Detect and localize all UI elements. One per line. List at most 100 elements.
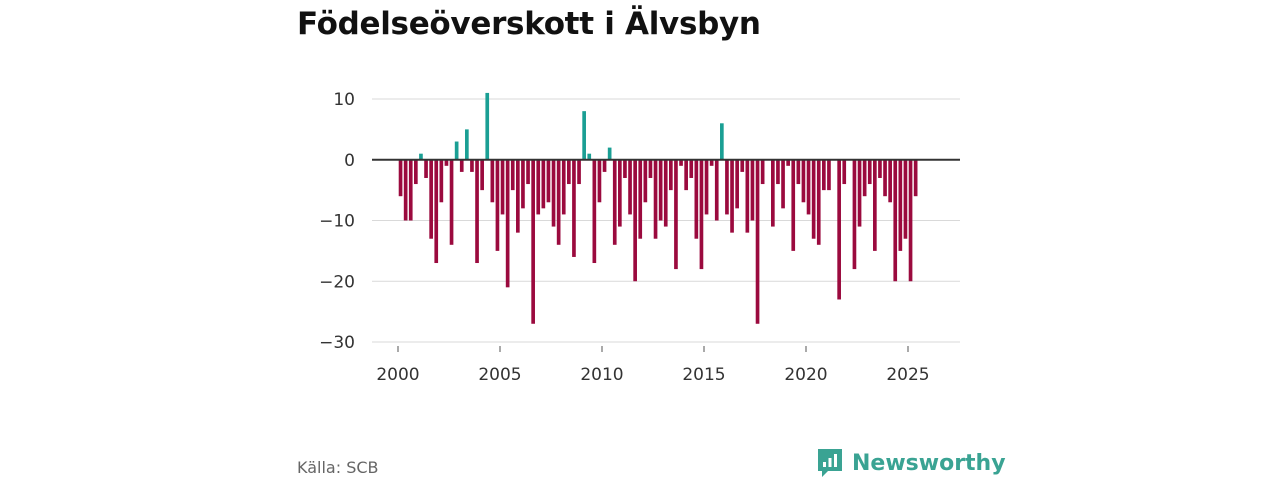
bar bbox=[546, 159, 551, 203]
bar bbox=[771, 159, 775, 227]
bar bbox=[465, 129, 469, 160]
x-tick-label: 2015 bbox=[682, 365, 725, 385]
bar bbox=[480, 159, 484, 191]
bar bbox=[516, 159, 520, 233]
bar bbox=[669, 159, 673, 191]
bar bbox=[541, 159, 546, 209]
bar bbox=[837, 159, 841, 300]
bar bbox=[740, 159, 745, 172]
bar bbox=[801, 159, 806, 203]
bar bbox=[551, 159, 556, 227]
bar bbox=[638, 159, 643, 239]
bar bbox=[587, 153, 592, 160]
bar bbox=[500, 159, 505, 215]
bar bbox=[679, 159, 683, 166]
bar bbox=[403, 159, 408, 221]
bar bbox=[760, 159, 765, 185]
bar bbox=[694, 159, 699, 239]
bar bbox=[720, 123, 724, 160]
bar bbox=[597, 159, 602, 203]
bar bbox=[459, 159, 464, 172]
bar bbox=[643, 159, 648, 203]
bar bbox=[745, 159, 750, 233]
bar bbox=[424, 159, 428, 178]
bar bbox=[822, 159, 826, 191]
bar bbox=[439, 159, 444, 203]
x-tick-label: 2010 bbox=[580, 365, 623, 385]
bar bbox=[862, 159, 867, 197]
bar bbox=[704, 159, 709, 215]
bar bbox=[475, 159, 479, 264]
bar bbox=[505, 159, 510, 288]
bar bbox=[556, 159, 561, 245]
bar bbox=[776, 159, 780, 185]
bar bbox=[725, 159, 729, 215]
bar bbox=[495, 159, 500, 251]
bar bbox=[577, 159, 581, 185]
bar bbox=[572, 159, 576, 257]
bar bbox=[684, 159, 688, 191]
bar bbox=[663, 159, 668, 227]
bar bbox=[567, 159, 571, 185]
bar bbox=[444, 159, 449, 166]
bar bbox=[898, 159, 903, 251]
bar bbox=[714, 159, 719, 221]
bar bbox=[653, 159, 658, 239]
chart-title: Födelseöverskott i Älvsbyn bbox=[297, 6, 761, 42]
bar bbox=[908, 159, 913, 282]
bar bbox=[709, 159, 714, 166]
bar bbox=[689, 159, 694, 178]
x-tick-label: 2000 bbox=[376, 365, 419, 385]
bar bbox=[903, 159, 908, 239]
bar bbox=[842, 159, 847, 185]
bar bbox=[878, 159, 882, 178]
bar bbox=[730, 159, 734, 233]
bar bbox=[791, 159, 796, 251]
source-label: Källa: SCB bbox=[297, 458, 379, 477]
bar bbox=[470, 159, 474, 172]
x-tick-label: 2020 bbox=[784, 365, 827, 385]
bar bbox=[893, 159, 898, 282]
bar-chart: 10 0 −10 −20 −30 2000 2005 2010 2015 2020 2025 bbox=[319, 90, 960, 385]
y-tick-label: −20 bbox=[319, 272, 355, 292]
bar bbox=[735, 159, 739, 209]
bar bbox=[414, 159, 418, 185]
bar bbox=[781, 159, 785, 209]
bar bbox=[449, 159, 454, 245]
bar bbox=[536, 159, 541, 215]
bar bbox=[408, 159, 413, 221]
y-tick-label: −10 bbox=[319, 212, 355, 232]
bar bbox=[531, 159, 535, 324]
bar bbox=[434, 159, 439, 264]
x-tick-label: 2025 bbox=[886, 365, 929, 385]
bar bbox=[485, 92, 490, 160]
bar bbox=[658, 159, 663, 221]
bar bbox=[592, 159, 597, 264]
bar bbox=[454, 141, 459, 160]
bar bbox=[398, 159, 403, 197]
y-tick-label: 0 bbox=[344, 151, 355, 171]
bar bbox=[633, 159, 637, 282]
bar bbox=[648, 159, 653, 178]
bar bbox=[913, 159, 918, 197]
bar bbox=[883, 159, 887, 197]
bar bbox=[827, 159, 831, 191]
bar bbox=[873, 159, 877, 251]
bar bbox=[699, 159, 704, 270]
bar bbox=[852, 159, 857, 270]
y-tick-label: −30 bbox=[319, 333, 355, 353]
bar bbox=[750, 159, 755, 221]
y-tick-label: 10 bbox=[333, 90, 355, 110]
bar bbox=[786, 159, 790, 166]
bar bbox=[526, 159, 530, 185]
bar bbox=[602, 159, 607, 172]
bar bbox=[607, 147, 612, 160]
bar bbox=[510, 159, 515, 191]
bar bbox=[674, 159, 678, 270]
bar bbox=[628, 159, 632, 215]
bar bbox=[419, 153, 423, 160]
x-tick-label: 2005 bbox=[478, 365, 521, 385]
bar bbox=[796, 159, 801, 185]
bar bbox=[811, 159, 816, 239]
bar bbox=[490, 159, 495, 203]
